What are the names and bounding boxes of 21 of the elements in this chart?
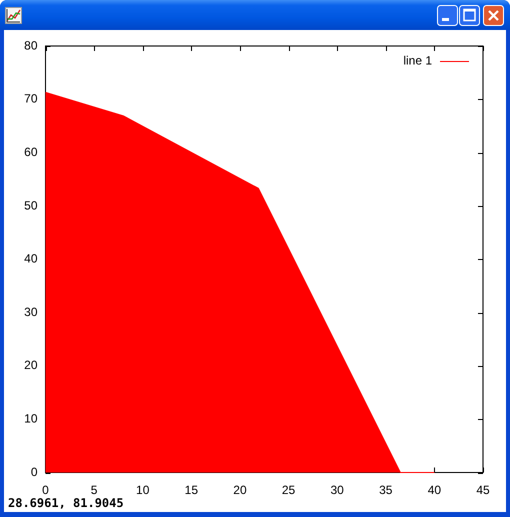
y-tick-label: 0 [30, 464, 38, 479]
text: 28.6961, 81.9045 [8, 496, 124, 510]
y-tick-label: 60 [24, 144, 38, 159]
y-tick-label: 80 [24, 38, 38, 52]
y-tick-label: 70 [24, 92, 38, 106]
x-tick-label: 5 [90, 483, 98, 498]
x-tick-label: 20 [233, 483, 247, 498]
x-tick-label: 40 [428, 483, 442, 498]
x-tick-label: 35 [379, 483, 393, 498]
y-tick-label: 40 [24, 252, 38, 266]
x-tick-label: 30 [330, 483, 344, 498]
legend-label: line 1 [403, 53, 432, 68]
y-tick-label: 20 [24, 358, 38, 372]
y-tick-label: 30 [24, 304, 38, 319]
y-tick-label: 50 [24, 198, 38, 212]
x-tick-label: 0 [42, 483, 50, 498]
x-tick-label: 45 [476, 483, 490, 498]
x-tick-label: 10 [136, 483, 150, 498]
x-tick-label: 25 [282, 483, 296, 498]
y-tick-label: 10 [24, 412, 38, 426]
x-tick-label: 15 [184, 483, 198, 498]
